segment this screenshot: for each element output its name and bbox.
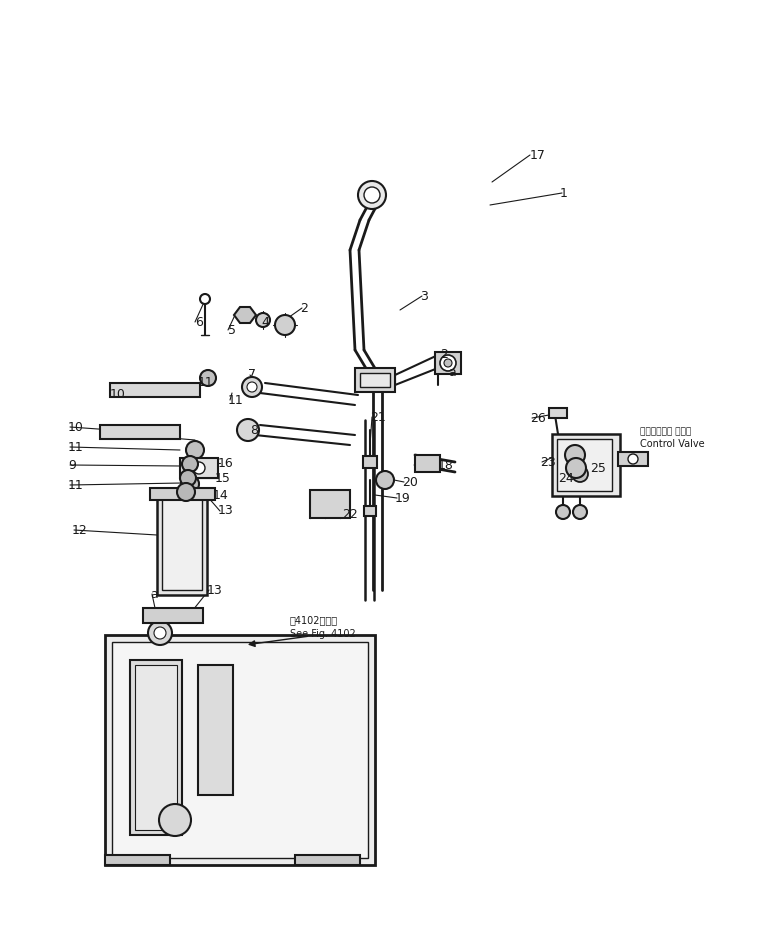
Bar [360,373,390,387]
Bar [150,488,215,500]
Bar [435,352,461,374]
Bar [180,458,218,478]
Text: 22: 22 [342,509,358,522]
Bar [618,452,648,466]
Text: a: a [448,365,456,378]
Bar [363,456,377,468]
Circle shape [154,627,166,639]
Circle shape [256,313,270,327]
Bar [355,368,395,392]
Text: 4: 4 [261,315,269,328]
Text: 23: 23 [540,455,555,468]
Circle shape [200,294,210,304]
Circle shape [181,475,199,493]
Bar [110,383,200,397]
Bar [364,506,376,516]
Bar [198,665,233,795]
Circle shape [200,370,216,386]
Text: 5: 5 [228,324,236,337]
Bar [552,434,620,496]
Circle shape [275,315,295,335]
Circle shape [444,359,452,367]
Bar [310,490,350,518]
Circle shape [628,454,638,464]
Bar [549,408,567,418]
Circle shape [148,621,172,645]
Circle shape [572,466,588,482]
Text: 13: 13 [207,583,223,596]
Circle shape [183,458,201,476]
Circle shape [180,470,196,486]
Circle shape [565,445,585,465]
Text: 7: 7 [248,369,256,382]
Bar [105,635,375,865]
Circle shape [159,804,191,836]
Circle shape [440,355,456,371]
Text: 18: 18 [438,459,454,472]
Polygon shape [234,307,256,323]
Bar [100,425,180,439]
Circle shape [242,377,262,397]
Text: 9: 9 [68,459,76,472]
Text: 10: 10 [68,421,84,434]
Text: 12: 12 [72,524,88,537]
Bar [112,642,368,858]
Bar [415,455,440,472]
Text: 第4102図参照: 第4102図参照 [290,615,338,625]
Text: Control Valve: Control Valve [640,439,705,449]
Circle shape [177,483,195,501]
Bar [162,495,202,590]
Bar [135,665,177,830]
Bar [557,439,612,491]
Text: 8: 8 [250,424,258,437]
Circle shape [358,181,386,209]
Text: 2: 2 [440,348,448,361]
Text: 20: 20 [402,476,418,489]
Text: 24: 24 [558,472,574,485]
Text: 3: 3 [420,289,428,302]
Text: 1: 1 [560,186,568,199]
Circle shape [566,458,586,478]
Bar [130,660,182,835]
Text: 17: 17 [530,148,546,161]
Circle shape [364,187,380,203]
Bar [105,855,170,865]
Text: 15: 15 [215,472,231,485]
Text: 11: 11 [198,376,213,389]
Text: 26: 26 [530,412,546,425]
Text: 14: 14 [213,489,229,502]
Text: 11: 11 [68,478,84,491]
Text: 10: 10 [110,388,126,401]
Text: 11: 11 [228,393,244,407]
Circle shape [247,382,257,392]
Text: 21: 21 [370,411,386,424]
Circle shape [237,419,259,441]
Circle shape [376,471,394,489]
Circle shape [556,505,570,519]
Text: 25: 25 [590,462,606,475]
Circle shape [193,462,205,474]
Text: 11: 11 [68,440,84,453]
Text: 2: 2 [300,301,308,314]
Bar [295,855,360,865]
Text: See Fig. 4102: See Fig. 4102 [290,629,356,639]
Bar [143,608,203,623]
Text: 16: 16 [218,456,234,469]
Text: 6: 6 [195,315,203,328]
Circle shape [186,441,204,459]
Text: コントロール バルブ: コントロール バルブ [640,427,691,437]
Circle shape [573,505,587,519]
Text: a: a [150,588,158,601]
Text: 13: 13 [218,504,234,517]
Text: 19: 19 [395,491,411,504]
Circle shape [182,456,198,472]
Bar [157,490,207,595]
